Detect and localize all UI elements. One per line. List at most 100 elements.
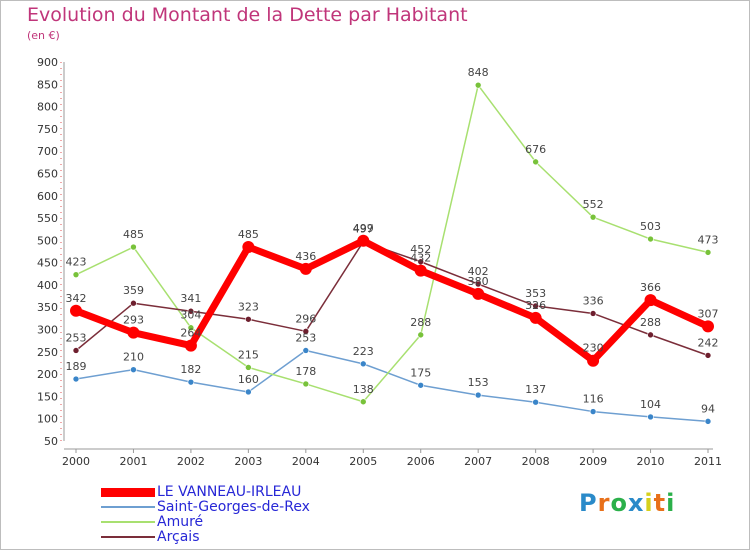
x-tick-label: 2008 <box>522 455 550 468</box>
data-point <box>245 388 252 396</box>
data-label: 264 <box>180 327 201 340</box>
y-tick-label: 750 <box>37 123 58 136</box>
data-point <box>647 413 654 421</box>
logo-letter: i <box>666 489 676 517</box>
data-label: 189 <box>66 360 87 373</box>
x-tick-label: 2003 <box>234 455 262 468</box>
data-label: 380 <box>468 275 489 288</box>
data-label: 253 <box>66 331 87 344</box>
data-point <box>299 262 312 275</box>
data-point <box>245 364 252 371</box>
data-point <box>187 307 195 315</box>
data-point <box>417 331 425 339</box>
x-tick-label: 2006 <box>407 455 435 468</box>
data-point <box>417 381 425 389</box>
data-point <box>474 280 482 288</box>
data-label: 848 <box>468 66 489 79</box>
data-label: 138 <box>353 383 374 396</box>
data-label: 175 <box>410 366 431 379</box>
data-point <box>704 249 712 256</box>
y-tick-label: 650 <box>37 167 58 180</box>
data-label: 342 <box>66 292 87 305</box>
data-label: 552 <box>583 198 604 211</box>
data-label: 336 <box>583 294 604 307</box>
chart-axes: 50 100 150 200 250 300 350 400 450 500 550 600 650 70… <box>37 56 722 468</box>
data-label: 499 <box>353 222 374 235</box>
data-point <box>72 375 80 383</box>
data-label: 215 <box>238 348 259 361</box>
data-point <box>127 326 140 339</box>
y-tick-label: 850 <box>37 78 58 91</box>
y-tick-label: 550 <box>37 212 58 225</box>
series-line-saint-georges-de-rex <box>75 349 709 423</box>
data-point <box>72 347 80 354</box>
y-tick-label: 50 <box>44 435 58 448</box>
data-point <box>242 241 255 254</box>
logo-letter: o <box>610 489 628 517</box>
y-tick-label: 900 <box>37 56 58 69</box>
y-tick-label: 350 <box>37 301 58 314</box>
logo-letter: x <box>627 489 645 517</box>
data-point <box>302 328 310 335</box>
data-point <box>647 331 654 339</box>
data-label: 359 <box>123 284 144 297</box>
y-tick-label: 800 <box>37 101 58 114</box>
data-label: 432 <box>410 252 431 265</box>
data-label: 230 <box>583 342 604 355</box>
data-label: 182 <box>180 363 201 376</box>
data-label: 497 <box>353 223 374 236</box>
legend-label: LE VANNEAU-IRLEAU <box>157 484 302 500</box>
chart-title: Evolution du Montant de la Dette par Hab… <box>27 4 468 26</box>
y-tick-label: 450 <box>37 257 58 270</box>
series-line-le-vanneau-irleau <box>72 237 712 365</box>
data-point <box>72 271 80 278</box>
data-point <box>187 378 195 386</box>
legend-swatch <box>101 536 155 538</box>
data-label: 452 <box>410 243 431 256</box>
x-tick-label: 2002 <box>177 455 205 468</box>
series-line-ar-ais <box>75 240 709 357</box>
data-label: 307 <box>698 307 719 320</box>
data-point <box>529 311 542 324</box>
data-point <box>704 418 712 425</box>
data-label: 353 <box>525 287 546 300</box>
data-point <box>245 315 252 323</box>
data-label: 436 <box>295 250 316 263</box>
data-point <box>704 352 712 359</box>
y-tick-label: 250 <box>37 346 58 359</box>
data-labels: 189 210 182 160 253 223 175 153 137 116 104 94 423 48… <box>66 66 719 415</box>
legend-label: Amuré <box>157 514 204 530</box>
x-tick-label: 2001 <box>119 455 147 468</box>
data-label: 137 <box>525 383 546 396</box>
legend-label: Arçais <box>157 529 200 545</box>
data-label: 304 <box>180 309 201 322</box>
data-point <box>532 398 539 406</box>
x-tick-label: 2005 <box>349 455 377 468</box>
data-label: 223 <box>353 345 374 358</box>
data-point <box>130 299 137 307</box>
data-label: 423 <box>66 256 87 269</box>
y-tick-label: 400 <box>37 279 58 292</box>
data-label: 323 <box>238 300 259 313</box>
y-tick-label: 700 <box>37 145 58 158</box>
data-point <box>184 339 197 352</box>
x-tick-label: 2010 <box>637 455 665 468</box>
legend-swatch <box>101 488 155 497</box>
data-label: 94 <box>701 402 715 415</box>
data-label: 210 <box>123 351 144 364</box>
data-label: 253 <box>295 331 316 344</box>
data-label: 116 <box>583 393 604 406</box>
x-tick-label: 2000 <box>62 455 90 468</box>
data-point <box>70 304 82 317</box>
data-label: 366 <box>640 281 661 294</box>
data-point <box>532 158 539 166</box>
legend-label: Saint-Georges-de-Rex <box>157 499 310 515</box>
logo-letter: t <box>653 489 667 517</box>
data-label: 676 <box>525 143 546 156</box>
data-label: 503 <box>640 220 661 233</box>
series-line-amur- <box>75 84 709 403</box>
data-point <box>589 408 597 415</box>
data-point <box>589 310 597 317</box>
data-label: 296 <box>295 312 316 325</box>
